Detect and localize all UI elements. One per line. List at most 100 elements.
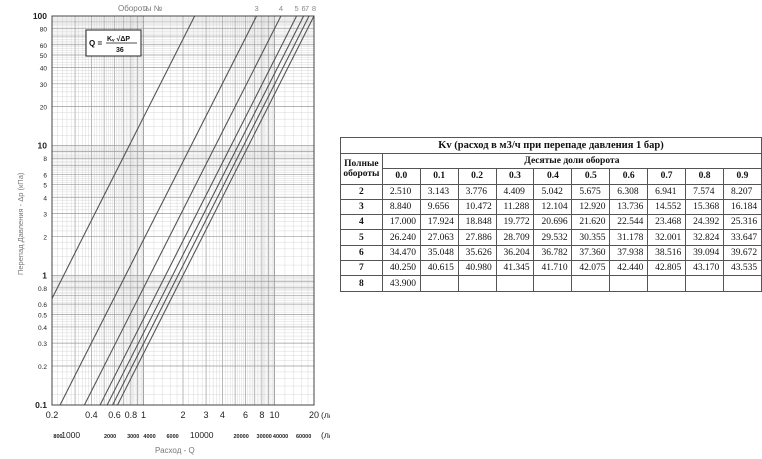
y-tick-label: 20 [40,105,48,112]
curve-label-8: 8 [312,4,316,13]
table-cell: 9.656 [419,198,459,216]
table-cell: 13.736 [609,198,649,216]
x-tick-label-top: 0.4 [85,410,98,420]
table-cell: 19.772 [495,214,535,231]
y-tick-label: 5 [43,183,47,190]
table-cell: 4.409 [495,183,535,200]
table-cell: 31.178 [609,229,649,246]
series-line-3 [59,15,258,406]
y-tick-label: 0.1 [35,400,47,410]
series-line-2 [51,15,196,299]
series-line-6 [106,15,305,406]
table-cell: 36.782 [533,244,573,262]
column-header: 0.2 [457,168,497,185]
x-tick-label-bottom: 3000 [127,434,139,440]
column-header: 0.8 [685,168,724,185]
x-tick-label-bottom: 60000 [296,434,311,440]
x-tick-label-bottom: 2000 [104,434,116,440]
row-header: 6 [340,244,383,262]
table-cell: 42.440 [609,260,649,277]
kv-table-body: 2 2.510 3.143 3.776 4.409 5.042 5.675 6.308 6.94… [340,183,762,292]
table-cell: 29.532 [533,229,573,246]
table-cell: 43.535 [722,260,762,277]
table-cell [571,275,611,292]
table-cell [495,275,535,292]
table-cell: 40.980 [457,260,497,277]
table-cell: 21.620 [571,214,611,231]
curve-label-4: 4 [279,4,283,13]
x-unit-top: (л/с) [321,410,330,420]
table-cell: 42.075 [571,260,611,277]
y-tick-label: 60 [40,43,48,50]
x-axis-label: Расход - Q [155,446,195,455]
y-tick-label: 0.2 [38,364,47,371]
table-cell: 38.516 [647,244,687,262]
x-tick-label-top: 10 [270,410,280,420]
full-turns-header: Полные обороты [340,153,383,185]
table-cell: 25.316 [722,214,762,231]
y-tick-label: 1 [42,270,47,280]
y-tick-label: 3 [43,211,47,218]
y-tick-label: 100 [33,11,47,21]
y-tick-label: 30 [40,82,48,89]
x-tick-label-top: 8 [259,410,264,420]
top-label: Обороты № [118,4,163,13]
table-column-header-row: 0.0 0.1 0.2 0.3 0.4 0.5 0.6 0.7 0.8 0.9 [341,168,762,185]
table-cell: 14.552 [647,198,687,216]
table-cell: 10.472 [457,198,497,216]
table-cell: 40.615 [419,260,459,277]
curve-label-3: 3 [254,4,258,13]
table-cell: 33.647 [722,229,762,246]
column-header: 0.0 [381,168,421,185]
table-cell: 27.063 [419,229,459,246]
y-tick-label: 40 [40,66,48,73]
y-tick-label: 0.5 [38,312,47,319]
table-row: 3 8.840 9.656 10.472 11.288 12.104 12.920 13.73… [340,198,762,216]
row-header: 2 [340,183,383,200]
x-tick-label-top: 2 [180,410,185,420]
table-cell [722,275,762,292]
table-cell: 8.207 [722,183,762,200]
series-line-5 [99,15,298,406]
table-cell: 7.574 [685,183,724,200]
chart-curves [51,15,315,406]
curve-label-7: 7 [305,4,309,13]
y-tick-labels: 100 80 60 50 40 30 20 10 8 6 5 4 3 2 1 0.8 0.6 0.5 0.4 0.3 0… [33,11,48,410]
series-line-8 [117,15,315,406]
table-cell: 15.368 [685,198,724,216]
formula-lhs: Q = [89,39,102,48]
table-cell: 20.696 [533,214,573,231]
table-cell: 17.924 [419,214,459,231]
y-tick-label: 80 [40,27,48,34]
x-tick-label-top: 3 [204,410,209,420]
table-cell [419,275,459,292]
y-tick-label: 0.3 [38,341,47,348]
row-header: 4 [340,214,383,231]
curve-label-5: 5 [294,4,298,13]
table-row: 2 2.510 3.143 3.776 4.409 5.042 5.675 6.308 6.94… [340,183,762,200]
table-cell: 37.938 [609,244,649,262]
x-tick-label-bottom: 30000 [257,434,272,440]
table-cell [685,275,724,292]
row-header: 7 [340,260,383,277]
x-tick-label-bottom: 800 [53,434,62,440]
x-tick-label-bottom: 1000 [61,430,80,440]
table-cell: 23.468 [647,214,687,231]
table-row: 7 40.250 40.615 40.980 41.345 41.710 42.075 42.… [340,260,762,277]
table-cell: 8.840 [381,198,421,216]
table-cell: 16.184 [722,198,762,216]
y-axis-label: Перепад Давления - Δp (кПа) [16,172,25,275]
table-cell: 41.345 [495,260,535,277]
table-cell: 43.170 [685,260,724,277]
table-cell: 32.824 [685,229,724,246]
x-tick-label-top: 6 [243,410,248,420]
y-tick-label: 4 [43,195,47,202]
table-cell: 30.355 [571,229,611,246]
table-cell: 41.710 [533,260,573,277]
table-cell: 24.392 [685,214,724,231]
table-cell: 43.900 [381,275,421,292]
table-cell [533,275,573,292]
table-cell: 39.094 [685,244,724,262]
